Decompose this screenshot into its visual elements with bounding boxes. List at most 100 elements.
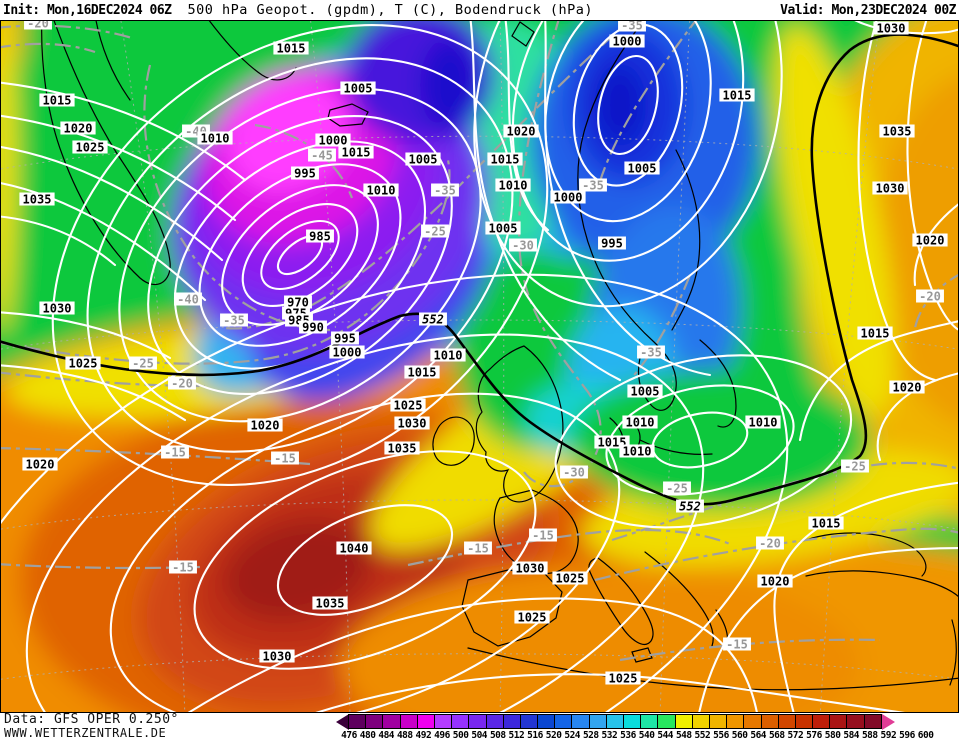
temperature-label: -20: [756, 536, 784, 551]
colorbar-right-arrow-icon: [881, 713, 895, 730]
svg-text:1010: 1010: [623, 445, 652, 459]
svg-text:1025: 1025: [518, 611, 547, 625]
svg-text:-35: -35: [640, 346, 662, 360]
svg-text:1005: 1005: [628, 162, 657, 176]
colorbar-tick-label: 520: [545, 730, 562, 741]
geopotential-label: 552: [676, 499, 704, 514]
temperature-label: -35: [431, 183, 459, 198]
colorbar-swatch: [571, 714, 590, 729]
svg-text:1000: 1000: [333, 346, 362, 360]
pressure-label: 1015: [808, 516, 844, 531]
svg-text:1010: 1010: [749, 416, 778, 430]
colorbar-tick-label: 580: [824, 730, 841, 741]
colorbar-tick-label: 492: [415, 730, 432, 741]
colorbar-swatch: [726, 714, 745, 729]
svg-text:990: 990: [302, 321, 324, 335]
pressure-label: 1010: [622, 415, 658, 430]
svg-text:-20: -20: [759, 537, 781, 551]
pressure-label: 1000: [550, 190, 586, 205]
pressure-label: 985: [306, 229, 334, 244]
colorbar-swatch: [348, 714, 367, 729]
colorbar-swatch: [588, 714, 607, 729]
pressure-label: 1025: [514, 610, 550, 625]
pressure-label: 1010: [430, 348, 466, 363]
pressure-label: 1020: [503, 124, 539, 139]
colorbar-swatch: [812, 714, 831, 729]
svg-text:1035: 1035: [388, 442, 417, 456]
svg-text:995: 995: [334, 332, 356, 346]
svg-text:-15: -15: [532, 529, 554, 543]
svg-text:985: 985: [309, 230, 331, 244]
pressure-label: 1035: [879, 124, 915, 139]
svg-text:-35: -35: [223, 314, 245, 328]
svg-text:-20: -20: [919, 290, 941, 304]
pressure-label: 1000: [609, 34, 645, 49]
colorbar-swatch: [502, 714, 521, 729]
colorbar-swatch: [519, 714, 539, 729]
colorbar-tick-label: 560: [731, 730, 748, 741]
colorbar-tick-label: 484: [378, 730, 395, 741]
svg-text:1010: 1010: [201, 132, 230, 146]
pressure-label: 1020: [757, 574, 793, 589]
pressure-label: 1030: [512, 561, 548, 576]
svg-text:-30: -30: [563, 466, 585, 480]
svg-text:-15: -15: [164, 446, 186, 460]
colorbar-tick-label: 496: [434, 730, 450, 741]
pressure-label: 1005: [627, 384, 663, 399]
svg-text:-25: -25: [424, 225, 446, 239]
colorbar-swatch: [416, 714, 435, 729]
pressure-label: 995: [331, 331, 359, 346]
pressure-label: 1010: [363, 183, 399, 198]
svg-text:1005: 1005: [631, 385, 660, 399]
colorbar-tick-label: 500: [452, 730, 469, 741]
svg-text:1020: 1020: [916, 234, 945, 248]
temperature-label: -20: [168, 376, 196, 391]
svg-text:-25: -25: [132, 357, 154, 371]
svg-text:1015: 1015: [43, 94, 72, 108]
colorbar-tick-label: 524: [564, 730, 581, 741]
svg-text:995: 995: [294, 167, 316, 181]
pressure-label: 1015: [404, 365, 440, 380]
pressure-label: 1025: [552, 571, 588, 586]
colorbar-tick-label: 504: [471, 730, 488, 741]
colorbar-tick-label: 528: [582, 730, 599, 741]
svg-text:1030: 1030: [876, 182, 905, 196]
pressure-label: 1005: [485, 221, 521, 236]
pressure-label: 1040: [336, 541, 372, 556]
pressure-label: 1015: [338, 145, 374, 160]
colorbar-left-arrow-icon: [336, 713, 349, 730]
colorbar-swatch: [794, 714, 814, 729]
colorbar-swatch: [640, 714, 659, 729]
colorbar-tick-label: 516: [527, 730, 543, 741]
colorbar-swatch: [760, 714, 779, 729]
pressure-label: 1030: [873, 21, 909, 36]
svg-text:1015: 1015: [277, 42, 306, 56]
temperature-label: -45: [308, 148, 336, 163]
pressure-label: 970: [284, 295, 312, 310]
pressure-label: 995: [291, 166, 319, 181]
svg-text:1010: 1010: [367, 184, 396, 198]
svg-text:1000: 1000: [554, 191, 583, 205]
svg-text:-20: -20: [27, 20, 49, 31]
chart-header: Init: Mon,16DEC2024 06Z 500 hPa Geopot. …: [0, 0, 959, 20]
colorbar-tick-label: 552: [694, 730, 711, 741]
temperature-label: -20: [24, 16, 52, 31]
colorbar-swatch: [399, 714, 418, 729]
colorbar-swatch: [846, 714, 865, 729]
svg-text:1020: 1020: [507, 125, 536, 139]
svg-text:995: 995: [601, 237, 623, 251]
pressure-label: 1010: [745, 415, 781, 430]
colorbar-swatch: [708, 714, 728, 729]
colorbar-swatches: [348, 714, 882, 729]
colorbar-labels: 476 480 484 488 492 496 500 504 508 512 516 520 524 5…: [341, 730, 945, 741]
svg-text:1035: 1035: [883, 125, 912, 139]
colorbar-tick-label: 544: [657, 730, 674, 741]
init-time: Init: Mon,16DEC2024 06Z: [3, 2, 172, 18]
pressure-label: 1015: [857, 326, 893, 341]
svg-text:1005: 1005: [489, 222, 518, 236]
contour-labels: -20-45-40-40-35-35 -35-35-35-30-30-25-25-…: [19, 16, 948, 686]
svg-text:1030: 1030: [263, 650, 292, 664]
pressure-label: 1010: [495, 178, 531, 193]
svg-text:-30: -30: [512, 239, 534, 253]
